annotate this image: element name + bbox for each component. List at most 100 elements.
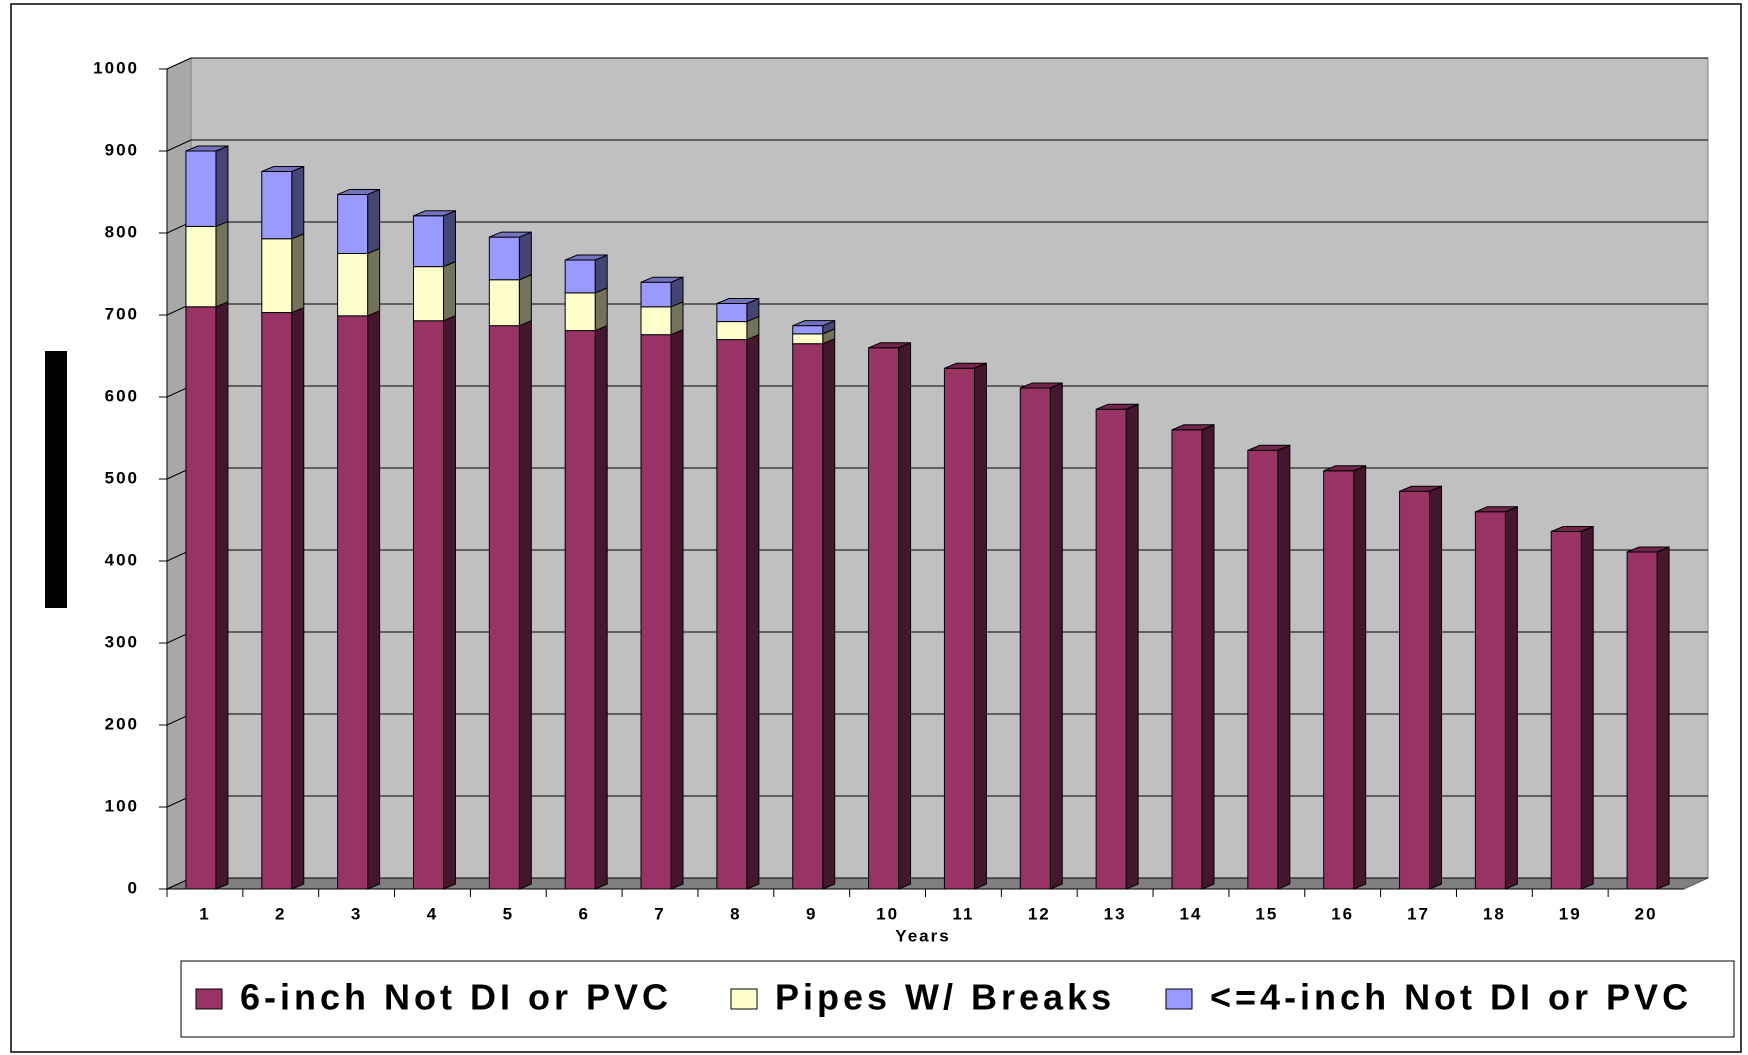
bar-front <box>1019 387 1051 890</box>
bar-side <box>518 273 532 327</box>
bar-front <box>1247 449 1279 890</box>
bar-side <box>594 287 608 332</box>
bar-side <box>1581 526 1594 532</box>
bar-side <box>1429 485 1442 492</box>
bar-front <box>1171 429 1203 890</box>
x-axis-title: Years <box>895 926 950 945</box>
bar-front <box>488 279 520 327</box>
bar-segment <box>792 319 836 335</box>
bar-front <box>640 334 672 890</box>
y-tick-label: 300 <box>105 632 139 651</box>
bar-front <box>412 320 444 890</box>
bar-top <box>564 254 608 261</box>
x-tick-label: 3 <box>351 904 362 923</box>
x-tick-label: 6 <box>578 904 589 923</box>
x-tick-label: 4 <box>427 904 438 923</box>
bar-segment <box>488 319 532 890</box>
x-tick-label: 5 <box>503 904 514 923</box>
bar-front <box>792 333 824 345</box>
bar-front <box>716 303 748 323</box>
bar-side <box>594 324 608 890</box>
bar-segment <box>412 210 456 268</box>
y-tick-label: 1000 <box>93 58 139 77</box>
legend-label: 6-inch Not DI or PVC <box>240 977 672 1018</box>
bar-segment <box>564 287 608 332</box>
bar-side <box>1201 424 1215 890</box>
bar-segment <box>261 306 305 890</box>
bar-front <box>716 321 748 341</box>
bar-side <box>1353 465 1367 890</box>
y-tick-label: 400 <box>105 550 139 569</box>
bar-front <box>337 253 369 317</box>
bar-segment <box>1353 465 1366 472</box>
bar-segment <box>943 362 987 890</box>
x-tick-label: 13 <box>1104 904 1127 923</box>
bar-side <box>898 342 912 890</box>
x-tick-label: 14 <box>1180 904 1203 923</box>
bar-top <box>716 298 760 305</box>
x-tick-label: 17 <box>1407 904 1430 923</box>
bar-side <box>1505 506 1518 513</box>
x-tick-label: 15 <box>1255 904 1278 923</box>
bar-segment <box>1201 424 1215 431</box>
x-tick-label: 2 <box>275 904 286 923</box>
legend-swatch <box>730 988 758 1010</box>
bar-front <box>792 343 824 890</box>
bar-side <box>1353 465 1366 472</box>
bar-side <box>973 362 987 890</box>
grid-line <box>166 57 1708 70</box>
bar-side <box>291 232 305 314</box>
bar-segment <box>488 231 532 281</box>
y-tick-label: 500 <box>105 468 139 487</box>
bar-segment <box>1125 403 1139 410</box>
bar-segment <box>1399 485 1443 890</box>
bar-side <box>1504 506 1518 890</box>
legend-swatch <box>1165 988 1193 1010</box>
bar-segment <box>1626 546 1670 890</box>
legend <box>180 960 1735 1038</box>
legend-swatch <box>195 988 223 1010</box>
bar-front <box>185 306 217 890</box>
bar-front <box>488 325 520 890</box>
bar-side <box>518 231 532 281</box>
bar-side <box>1277 444 1291 890</box>
bar-front <box>261 171 293 240</box>
bar-segment <box>337 188 381 255</box>
bar-side <box>291 165 305 240</box>
bar-side <box>670 328 684 890</box>
bar-front <box>564 259 596 294</box>
bar-side <box>822 337 836 890</box>
bar-front <box>716 339 748 890</box>
bar-segment <box>261 232 305 314</box>
bar-segment <box>185 145 229 228</box>
x-tick-label: 20 <box>1635 904 1658 923</box>
bar-segment <box>640 276 684 308</box>
bar-side <box>1656 546 1670 890</box>
bar-front <box>1399 490 1431 890</box>
bar-segment <box>1277 444 1291 451</box>
grid-line <box>166 139 1708 152</box>
bar-segment <box>1429 485 1442 492</box>
bar-segment <box>1323 465 1367 890</box>
legend-label: Pipes W/ Breaks <box>775 977 1115 1018</box>
bar-top <box>489 231 532 238</box>
bar-front <box>1095 408 1127 890</box>
x-tick-label: 11 <box>952 904 974 923</box>
side-marker <box>45 351 67 608</box>
y-tick-label: 700 <box>105 304 139 323</box>
y-tick-label: 900 <box>105 140 139 159</box>
bar-segment <box>488 273 532 327</box>
bar-front <box>792 325 824 335</box>
bar-side <box>367 247 381 317</box>
bar-segment <box>412 314 456 890</box>
x-tick-label: 8 <box>730 904 741 923</box>
bar-side <box>215 145 229 228</box>
bar-front <box>337 315 369 890</box>
bar-segment <box>412 260 456 322</box>
x-tick-label: 18 <box>1483 904 1506 923</box>
x-tick-label: 9 <box>806 904 817 923</box>
bar-side <box>898 342 911 349</box>
bar-front <box>488 236 520 281</box>
bar-front <box>1474 511 1506 890</box>
